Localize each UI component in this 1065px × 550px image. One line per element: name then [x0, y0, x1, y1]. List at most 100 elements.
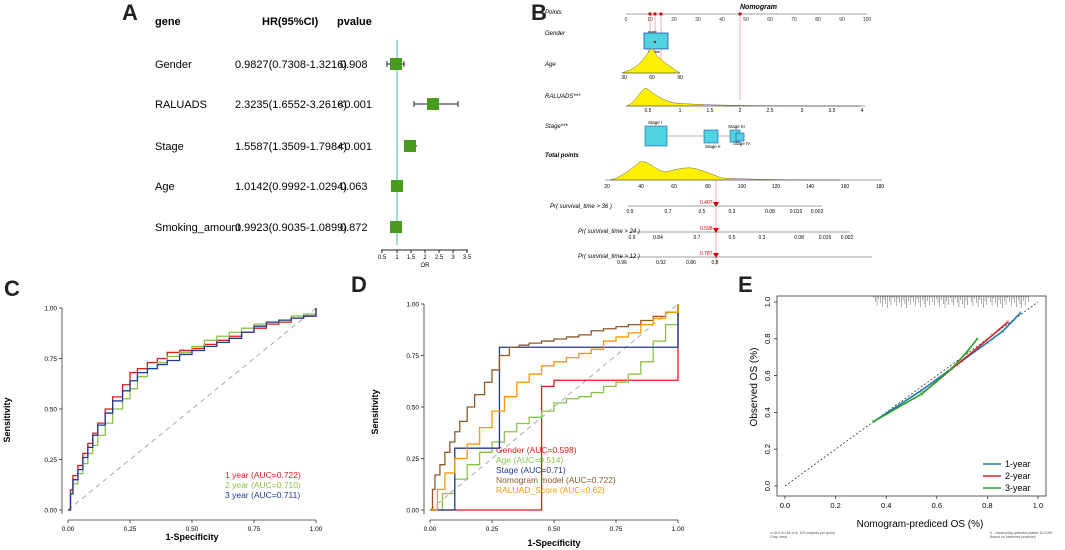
s36-tick-3: 0.3: [729, 209, 736, 215]
chartC-ytick-label: 0.25: [44, 457, 57, 464]
chartD-series-2: [430, 304, 679, 511]
panel-label-c: C: [4, 276, 20, 301]
nomogram-row-gender: Gender: [545, 31, 566, 37]
nomogram-row-age: Age: [544, 62, 556, 68]
s36-tick-6: 0.002: [811, 209, 824, 215]
gender-marker: [653, 40, 657, 44]
e-point-marker: ×: [920, 392, 924, 399]
forest-hr-stage: 1.5587(1.3509-1.7984): [235, 141, 347, 153]
chartD-series-4: [430, 304, 679, 511]
forest-gene-raluads: RALUADS: [155, 99, 207, 111]
age-tick-60: 60: [649, 75, 655, 81]
forest-header-hr: HR(95%CI): [262, 16, 319, 28]
e-xtick-label: 1.0: [1033, 501, 1043, 510]
raluads-tick-3: 3: [801, 108, 804, 114]
s36-tick-5: 0.015: [790, 209, 803, 215]
nomogram-row-s12: Pr( survival_time > 12 ): [578, 254, 640, 260]
chartD-ytick-label: 0.75: [406, 353, 419, 360]
raluads-tick-3.5: 3.5: [829, 108, 836, 114]
c-legend-3: 3 year (AUC=0.711): [225, 490, 300, 500]
e-ytick-label: 0.0: [763, 481, 772, 491]
points-tick-30: 30: [695, 17, 701, 23]
forest-p-smoking: 0.872: [340, 222, 368, 234]
forest-marker-raluads: [427, 98, 439, 110]
roc-chart-c: Sensitivity 1-Specificity 0.00 0.25 0.50 0.…: [2, 306, 323, 543]
nomogram-title: Nomogram: [740, 4, 777, 11]
forest-header-gene: gene: [155, 16, 181, 28]
stage-label-4: Stage IV: [733, 141, 750, 146]
forest-tick-4: 2.5: [435, 255, 444, 261]
total-tick-60: 60: [671, 184, 677, 190]
chartC-ytick-label: 0.00: [44, 508, 57, 515]
d-legend-5: RALUAD_Score (AUC=0.62): [496, 485, 605, 495]
nomogram-row-s24: Pr( survival_time > 24 ): [578, 229, 640, 235]
c-legend-2: 2 year (AUC=0.710): [225, 480, 301, 490]
s36-arrow: [713, 202, 719, 207]
s24-tick-6: 0.015: [819, 235, 832, 241]
chartC-ytick-label: 1.00: [44, 306, 57, 313]
panel-label-d: D: [351, 272, 367, 297]
s24-tick-5: 0.08: [794, 235, 804, 241]
points-tick-90: 90: [839, 17, 845, 23]
s24-arrow: [713, 228, 719, 233]
e-point-marker: ×: [1001, 329, 1005, 336]
chartD-series-1: [430, 304, 679, 511]
e-xtick-label: 0.8: [982, 501, 992, 510]
e-point-marker: ×: [920, 392, 924, 399]
e-point-marker: ×: [950, 366, 954, 373]
points-tick-100: 100: [863, 17, 872, 23]
forest-marker-smoking: [390, 221, 402, 233]
total-tick-80: 80: [705, 184, 711, 190]
e-point-marker: ×: [990, 333, 994, 340]
forest-hr-raluads: 2.3235(1.6552-3.2616): [235, 99, 347, 111]
s24-tick-4: 0.3: [759, 235, 766, 241]
total-tick-40: 40: [638, 184, 644, 190]
forest-tick-2: 1.5: [407, 255, 416, 261]
s12-tick-2: 0.86: [686, 260, 696, 266]
e-ylabel: Observed OS (%): [749, 348, 760, 427]
total-tick-20: 20: [604, 184, 610, 190]
stage-box-2: [703, 129, 719, 144]
e-footnote-right: X - resampling optimism added, B=1000: [990, 531, 1052, 535]
nomogram: Nomogram Points Gender Age RALUADS*** St…: [544, 4, 884, 266]
raluads-tick-4: 4: [861, 108, 864, 114]
c-xlabel: 1-Specificity: [165, 532, 218, 542]
chartD-xtick-label: 0.50: [548, 526, 561, 533]
panel-label-a: A: [122, 0, 138, 25]
raluads-tick-2.5: 2.5: [767, 108, 774, 114]
s36-tick-4: 0.08: [765, 209, 775, 215]
e-point-marker: ×: [872, 419, 876, 426]
chartD-series-5: [430, 304, 679, 511]
forest-tick-5: 3: [451, 255, 455, 261]
stage-box-4: [735, 132, 745, 142]
e-point-marker: ×: [872, 419, 876, 426]
d-legend-4: Nomogram model (AUC=0.722): [496, 475, 616, 485]
total-tick-140: 140: [806, 184, 815, 190]
points-tick-0: 0: [625, 17, 628, 23]
forest-header-pvalue: pvalue: [337, 16, 372, 28]
forest-hr-smoking: 0.9923(0.9035-1.0899): [235, 222, 347, 234]
e-point-marker: ×: [975, 346, 979, 353]
total-density: [609, 161, 841, 181]
forest-marker-gender: [390, 58, 402, 70]
panel-label-e: E: [738, 272, 753, 297]
e-point-marker: ×: [1018, 311, 1022, 318]
s12-tick-3: 0.8: [712, 260, 719, 266]
e-point-marker: ×: [975, 336, 979, 343]
chartD-xtick-label: 0.25: [486, 526, 499, 533]
e-legend-2: 2-year: [1005, 471, 1031, 481]
chartC-ytick-label: 0.75: [44, 356, 57, 363]
e-plot-frame: [776, 295, 1047, 497]
nomogram-row-stage: Stage***: [545, 124, 568, 130]
raluads-tick-0.5: 0.5: [645, 108, 652, 114]
e-ytick-label: 1.0: [763, 297, 772, 307]
e-point-marker: ×: [985, 340, 989, 347]
chartC-xtick-label: 0.50: [186, 526, 199, 533]
forest-hr-age: 1.0142(0.9992-1.0294): [235, 181, 347, 193]
chartC-xtick-label: 1.00: [310, 526, 323, 533]
s12-value: 0.787: [700, 251, 713, 257]
raluads-tick-1: 1: [679, 108, 682, 114]
age-tick-90: 90: [677, 75, 683, 81]
forest-gene-gender: Gender: [155, 59, 192, 71]
d-legend-1: Gender (AUC=0.598): [496, 445, 577, 455]
